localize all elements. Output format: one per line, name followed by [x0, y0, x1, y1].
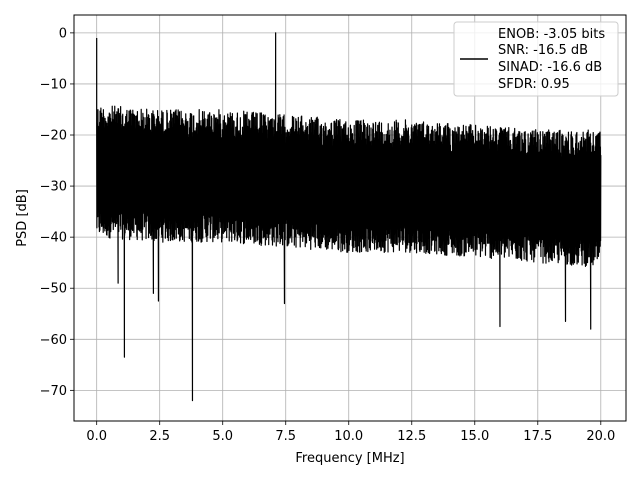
- x-tick-label: 2.5: [149, 429, 170, 444]
- legend-line-enob: ENOB: -3.05 bits: [498, 27, 605, 42]
- y-tick-label: −20: [40, 129, 67, 144]
- y-tick-label: −40: [40, 231, 67, 246]
- y-tick-label: −70: [40, 384, 67, 399]
- legend-line-sinad: SINAD: -16.6 dB: [498, 60, 602, 75]
- y-tick-label: −30: [40, 180, 67, 195]
- y-tick-label: −50: [40, 282, 67, 297]
- plot-area: [96, 32, 602, 402]
- x-tick-label: 20.0: [586, 429, 615, 444]
- legend-line-snr: SNR: -16.5 dB: [498, 43, 588, 58]
- x-axis: 0.0 2.5 5.0 7.5 10.0 12.5 15.0 17.5 20.0: [86, 421, 615, 444]
- x-tick-label: 15.0: [460, 429, 489, 444]
- plot-frame: [73, 14, 627, 422]
- x-tick-label: 12.5: [397, 429, 426, 444]
- psd-trace: [96, 32, 602, 402]
- x-axis-label: Frequency [MHz]: [295, 451, 404, 466]
- y-axis-label: PSD [dB]: [15, 189, 30, 247]
- x-tick-label: 7.5: [275, 429, 296, 444]
- x-tick-label: 0.0: [86, 429, 107, 444]
- x-tick-label: 5.0: [212, 429, 233, 444]
- x-tick-label: 17.5: [523, 429, 552, 444]
- legend-box: [453, 21, 619, 97]
- legend-line-sfdr: SFDR: 0.95: [498, 77, 570, 92]
- y-tick-label: −60: [40, 333, 67, 348]
- y-tick-label: −10: [40, 77, 67, 92]
- y-axis: 0 −10 −20 −30 −40 −50 −60 −70: [40, 26, 74, 399]
- y-tick-label: 0: [59, 26, 67, 41]
- x-tick-label: 10.0: [334, 429, 363, 444]
- legend: ENOB: -3.05 bits SNR: -16.5 dB SINAD: -1…: [453, 21, 619, 97]
